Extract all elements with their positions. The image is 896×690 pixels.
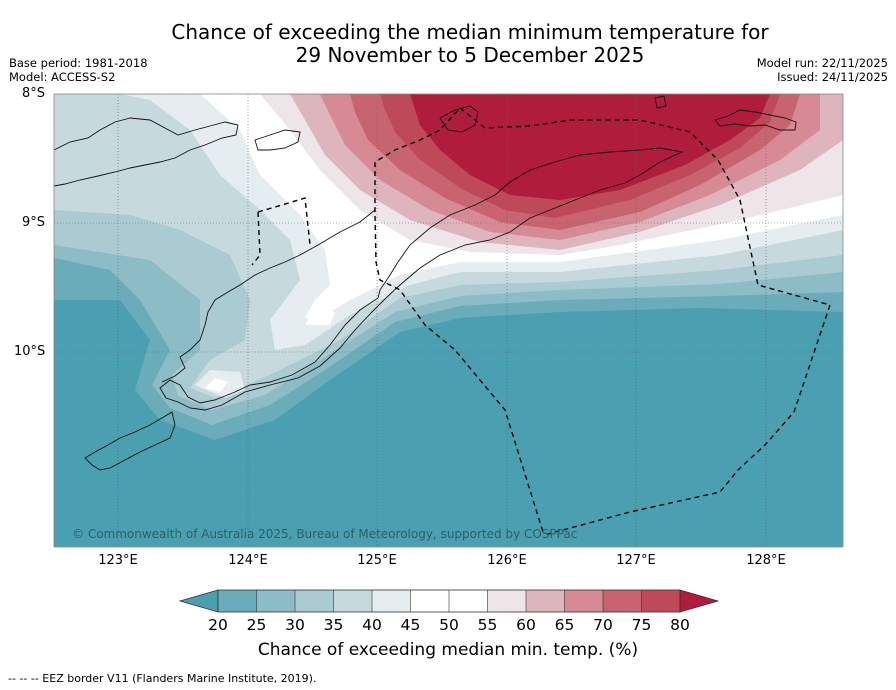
- west-timor-coastline: [161, 209, 376, 383]
- copyright-notice: © Commonwealth of Australia 2025, Bureau…: [72, 527, 578, 541]
- colorbar-label: Chance of exceeding median min. temp. (%…: [257, 640, 639, 660]
- colorbar-extend-low: [178, 589, 219, 613]
- band-55-pocket2: [205, 378, 228, 392]
- colorbar: [178, 589, 720, 613]
- band-55-pocket: [305, 305, 335, 325]
- issued-date: Issued: 24/11/2025: [777, 70, 888, 84]
- lon-label-128e: 128°E: [746, 553, 786, 568]
- colorbar-tick: 75: [631, 616, 652, 634]
- coastlines: [54, 95, 797, 471]
- lat-label-10s: 10°S: [14, 344, 46, 359]
- lon-label-125e: 125°E: [357, 553, 397, 568]
- map-title-line1: Chance of exceeding the median minimum t…: [171, 20, 769, 44]
- colorbar-seg-65-70: [564, 590, 603, 612]
- alor-coastline: [254, 129, 301, 151]
- leti-coastline: [714, 109, 797, 131]
- probability-field: [54, 94, 843, 547]
- map-title-line2: 29 November to 5 December 2025: [295, 43, 645, 67]
- lon-label-124e: 124°E: [228, 553, 268, 568]
- colorbar-tick: 20: [208, 616, 228, 634]
- colorbar-seg-25-30: [256, 590, 295, 612]
- colorbar-tick: 70: [593, 616, 613, 634]
- colorbar-seg-30-35: [295, 590, 334, 612]
- colorbar-tick: 55: [477, 616, 498, 634]
- lon-label-123e: 123°E: [98, 553, 138, 568]
- map-frame: [53, 93, 844, 548]
- colorbar-tick: 45: [400, 616, 421, 634]
- colorbar-seg-50-55: [449, 590, 488, 612]
- eez-border: [251, 107, 831, 535]
- colorbar-seg-45-50: [410, 590, 449, 612]
- wetar-coastline: [439, 105, 479, 133]
- lat-label-9s: 9°S: [22, 215, 46, 230]
- flores-coastline: [54, 117, 239, 187]
- colorbar-tick: 60: [516, 616, 536, 634]
- graticule: [54, 94, 843, 547]
- timor-coastline: [159, 147, 684, 411]
- kisar-coastline: [654, 95, 667, 109]
- colorbar-extend-high: [679, 589, 720, 613]
- colorbar-tick: 40: [362, 616, 382, 634]
- colorbar-tick: 25: [246, 616, 267, 634]
- band-over-80: [410, 94, 770, 200]
- model-name: Model: ACCESS-S2: [9, 70, 116, 84]
- base-period: Base period: 1981-2018: [9, 56, 148, 70]
- colorbar-seg-70-75: [603, 590, 642, 612]
- lat-label-8s: 8°S: [22, 86, 46, 101]
- eez-footnote: -- -- -- EEZ border V11 (Flanders Marine…: [8, 672, 317, 685]
- colorbar-seg-20-25: [218, 590, 257, 612]
- colorbar-tick: 30: [285, 616, 305, 634]
- colorbar-tick: 65: [554, 616, 575, 634]
- lon-label-127e: 127°E: [616, 553, 656, 568]
- model-run: Model run: 22/11/2025: [756, 56, 888, 70]
- colorbar-tick: 80: [670, 616, 690, 634]
- colorbar-tick: 50: [439, 616, 459, 634]
- colorbar-seg-35-40: [333, 590, 372, 612]
- lon-label-126e: 126°E: [487, 553, 527, 568]
- rote-coastline: [84, 411, 176, 471]
- colorbar-seg-40-45: [372, 590, 411, 612]
- colorbar-seg-75-80: [641, 590, 680, 612]
- colorbar-tick: 35: [323, 616, 344, 634]
- colorbar-seg-60-65: [526, 590, 565, 612]
- colorbar-seg-55-60: [487, 590, 526, 612]
